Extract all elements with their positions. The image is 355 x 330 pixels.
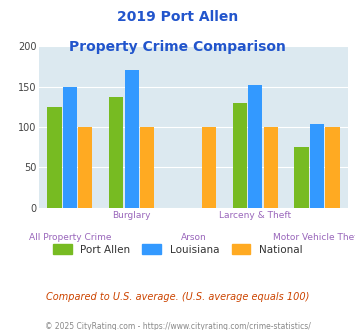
Text: Burglary: Burglary <box>113 211 151 220</box>
Bar <box>140 127 154 208</box>
Bar <box>294 147 309 208</box>
Text: 2019 Port Allen: 2019 Port Allen <box>117 10 238 24</box>
Bar <box>263 127 278 208</box>
Bar <box>78 127 93 208</box>
Bar <box>63 86 77 208</box>
Bar <box>109 97 124 208</box>
Text: Motor Vehicle Theft: Motor Vehicle Theft <box>273 233 355 242</box>
Bar <box>310 124 324 208</box>
Text: © 2025 CityRating.com - https://www.cityrating.com/crime-statistics/: © 2025 CityRating.com - https://www.city… <box>45 322 310 330</box>
Bar <box>325 127 340 208</box>
Text: Larceny & Theft: Larceny & Theft <box>219 211 291 220</box>
Text: Arson: Arson <box>181 233 206 242</box>
Bar <box>233 103 247 208</box>
Bar <box>125 70 139 208</box>
Bar <box>47 107 62 208</box>
Text: Property Crime Comparison: Property Crime Comparison <box>69 40 286 53</box>
Legend: Port Allen, Louisiana, National: Port Allen, Louisiana, National <box>49 240 306 259</box>
Bar <box>202 127 216 208</box>
Bar <box>248 85 262 208</box>
Text: All Property Crime: All Property Crime <box>29 233 111 242</box>
Text: Compared to U.S. average. (U.S. average equals 100): Compared to U.S. average. (U.S. average … <box>46 292 309 302</box>
